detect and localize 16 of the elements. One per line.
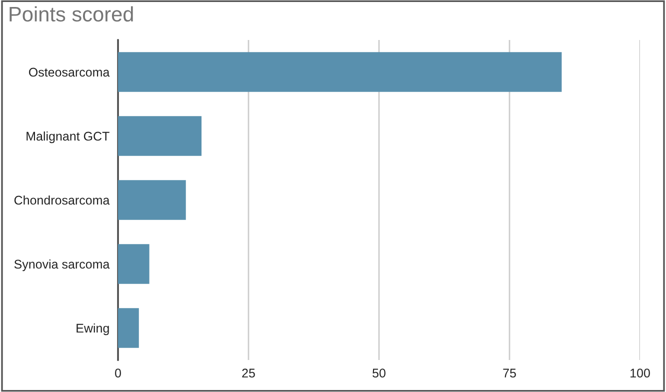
x-tick-label: 0 bbox=[115, 368, 121, 378]
y-tick-label: Osteosarcoma bbox=[28, 68, 110, 77]
chart-title: Points scored bbox=[10, 6, 133, 22]
bar bbox=[118, 52, 562, 92]
y-tick-label: Ewing bbox=[76, 323, 109, 336]
bar bbox=[118, 244, 150, 284]
x-tick-label: 50 bbox=[372, 368, 386, 378]
x-tick-label: 25 bbox=[242, 368, 255, 378]
y-tick-label: Malignant GCT bbox=[26, 131, 110, 144]
x-tick-label: 75 bbox=[503, 368, 516, 378]
bar bbox=[118, 116, 202, 156]
y-tick-label: Synovia sarcoma bbox=[14, 259, 110, 272]
bar bbox=[118, 180, 186, 220]
y-tick-label: Chondrosarcoma bbox=[14, 195, 110, 205]
x-tick-label: 100 bbox=[630, 368, 650, 378]
bar bbox=[118, 308, 139, 348]
